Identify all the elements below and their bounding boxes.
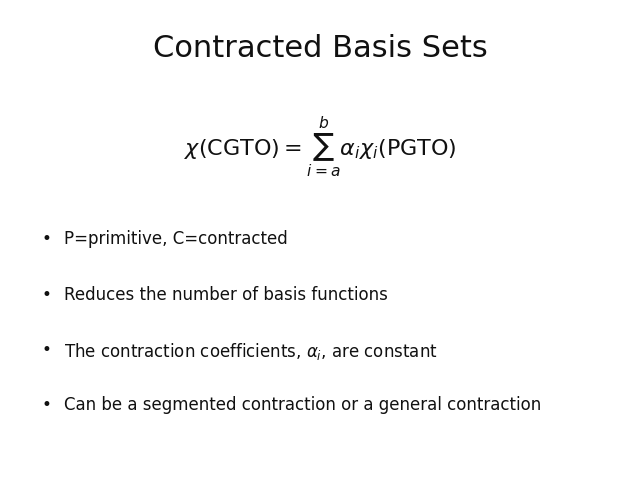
Text: •: • bbox=[41, 341, 51, 359]
Text: •: • bbox=[41, 286, 51, 304]
Text: Can be a segmented contraction or a general contraction: Can be a segmented contraction or a gene… bbox=[64, 396, 541, 414]
Text: $\chi(\mathrm{CGTO}) = \sum_{i=a}^{b} \alpha_i \chi_i(\mathrm{PGTO})$: $\chi(\mathrm{CGTO}) = \sum_{i=a}^{b} \a… bbox=[184, 115, 456, 180]
Text: •: • bbox=[41, 396, 51, 414]
Text: Contracted Basis Sets: Contracted Basis Sets bbox=[152, 34, 488, 62]
Text: •: • bbox=[41, 230, 51, 249]
Text: The contraction coefficients, $\alpha_i$, are constant: The contraction coefficients, $\alpha_i$… bbox=[64, 341, 438, 362]
Text: Reduces the number of basis functions: Reduces the number of basis functions bbox=[64, 286, 388, 304]
Text: P=primitive, C=contracted: P=primitive, C=contracted bbox=[64, 230, 288, 249]
